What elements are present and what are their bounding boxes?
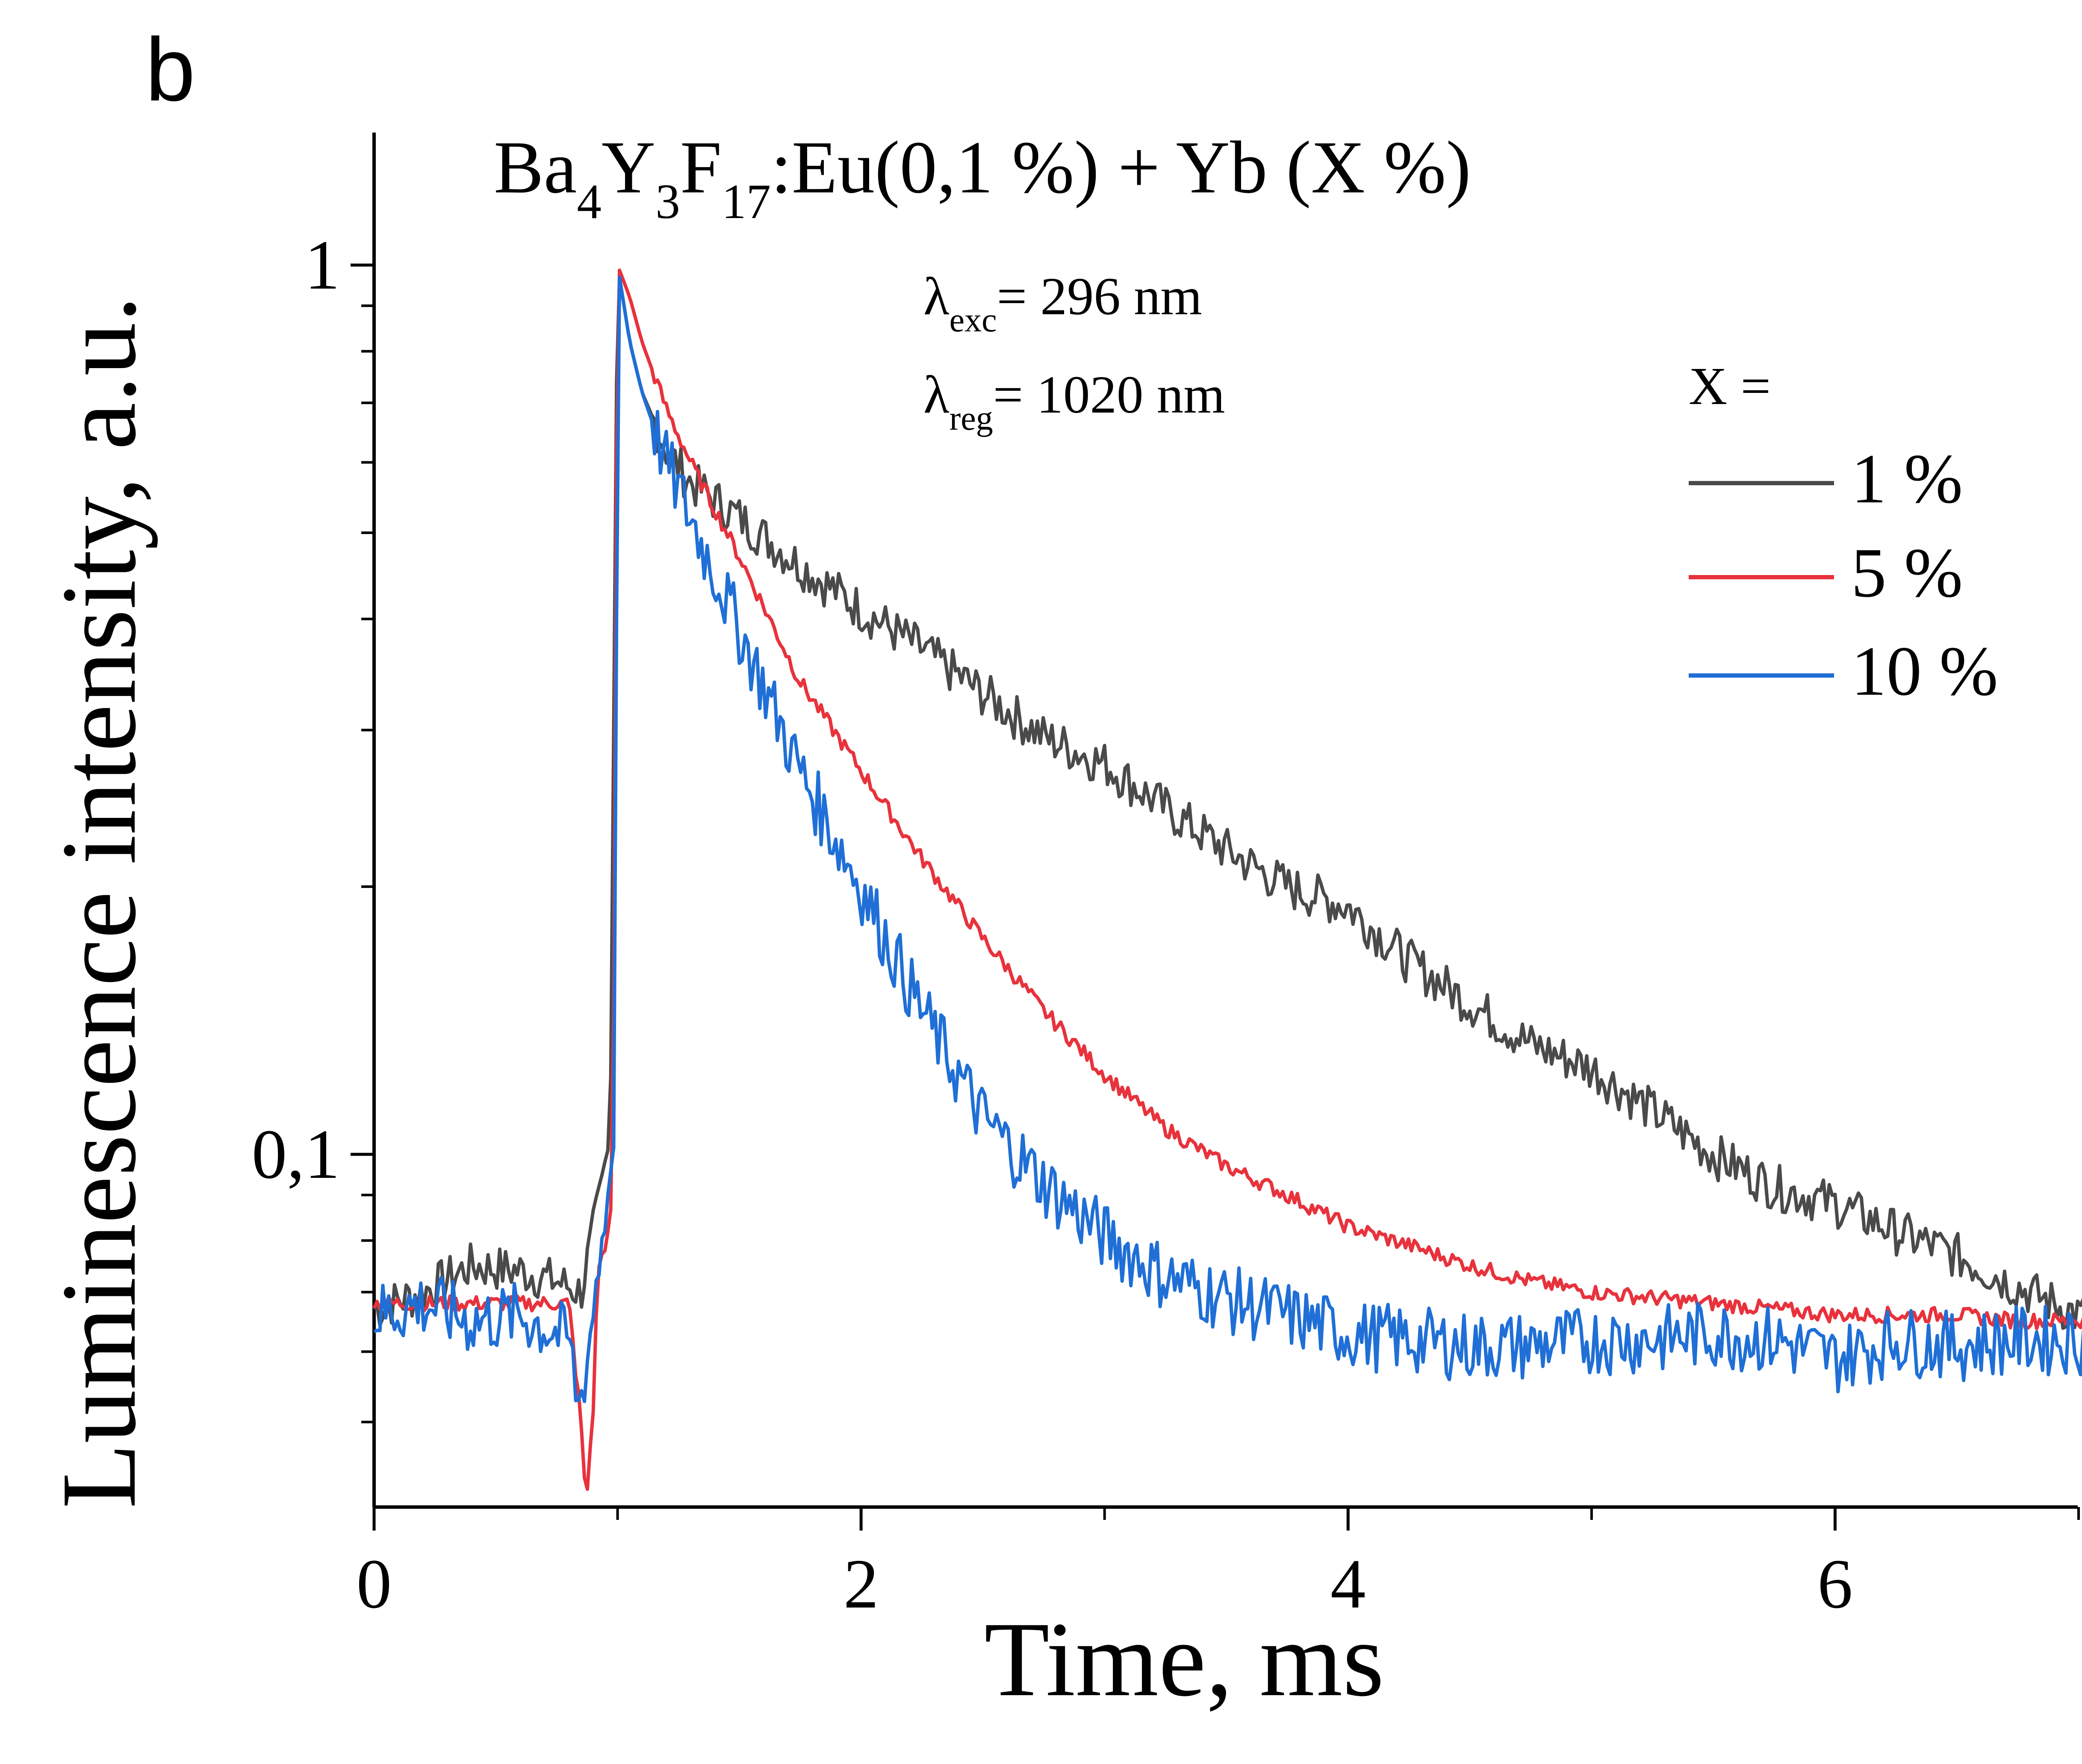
lambda-exc-sub: exc [950, 301, 997, 339]
title-ba: Ba [494, 126, 577, 209]
x-tick-label-0: 0 [357, 1545, 392, 1623]
legend: X = 1 % 5 % 10 % [1689, 357, 1998, 710]
x-tick-label-2: 2 [843, 1545, 879, 1623]
legend-title: X = [1689, 357, 1771, 416]
title-sub-3: 3 [655, 174, 680, 229]
annotation-registration: λreg= 1020 nm [923, 366, 1225, 437]
x-tick-label-4: 4 [1330, 1545, 1366, 1623]
title-y: Y [602, 126, 655, 209]
lambda-exc-value: = 296 nm [997, 267, 1202, 326]
series-line-1-percent [372, 275, 2082, 1330]
x-tick-label-6: 6 [1817, 1545, 1853, 1623]
lambda-exc-symbol: λ [923, 267, 950, 326]
title-sub-17: 17 [722, 174, 771, 229]
y-tick-label-0: 0,1 [252, 1115, 340, 1193]
title-sub-4: 4 [577, 174, 602, 229]
plot-area: 0 2 4 6 0,1 1 [252, 133, 2082, 1623]
annotation-excitation: λexc= 296 nm [923, 267, 1202, 339]
y-axis-label: Luminescence intensity, a.u. [40, 295, 158, 1508]
series-line-10-percent [373, 275, 2082, 1403]
title-rest: :Eu(0,1 %) + Yb (X %) [771, 126, 1471, 209]
legend-label-5: 5 % [1851, 534, 1963, 612]
legend-label-1: 1 % [1851, 440, 1963, 518]
title-f: F [680, 126, 722, 209]
lambda-reg-symbol: λ [923, 366, 950, 425]
chart-title: Ba4Y3F17:Eu(0,1 %) + Yb (X %) [494, 126, 1471, 229]
series-line-5-percent [372, 268, 2082, 1491]
x-axis-label: Time, ms [984, 1600, 1384, 1719]
panel-label: b [145, 19, 195, 120]
y-tick-label-1: 1 [305, 226, 340, 304]
lambda-reg-value: = 1020 nm [993, 366, 1225, 425]
lambda-reg-sub: reg [950, 400, 993, 437]
legend-label-10: 10 % [1851, 632, 1998, 710]
